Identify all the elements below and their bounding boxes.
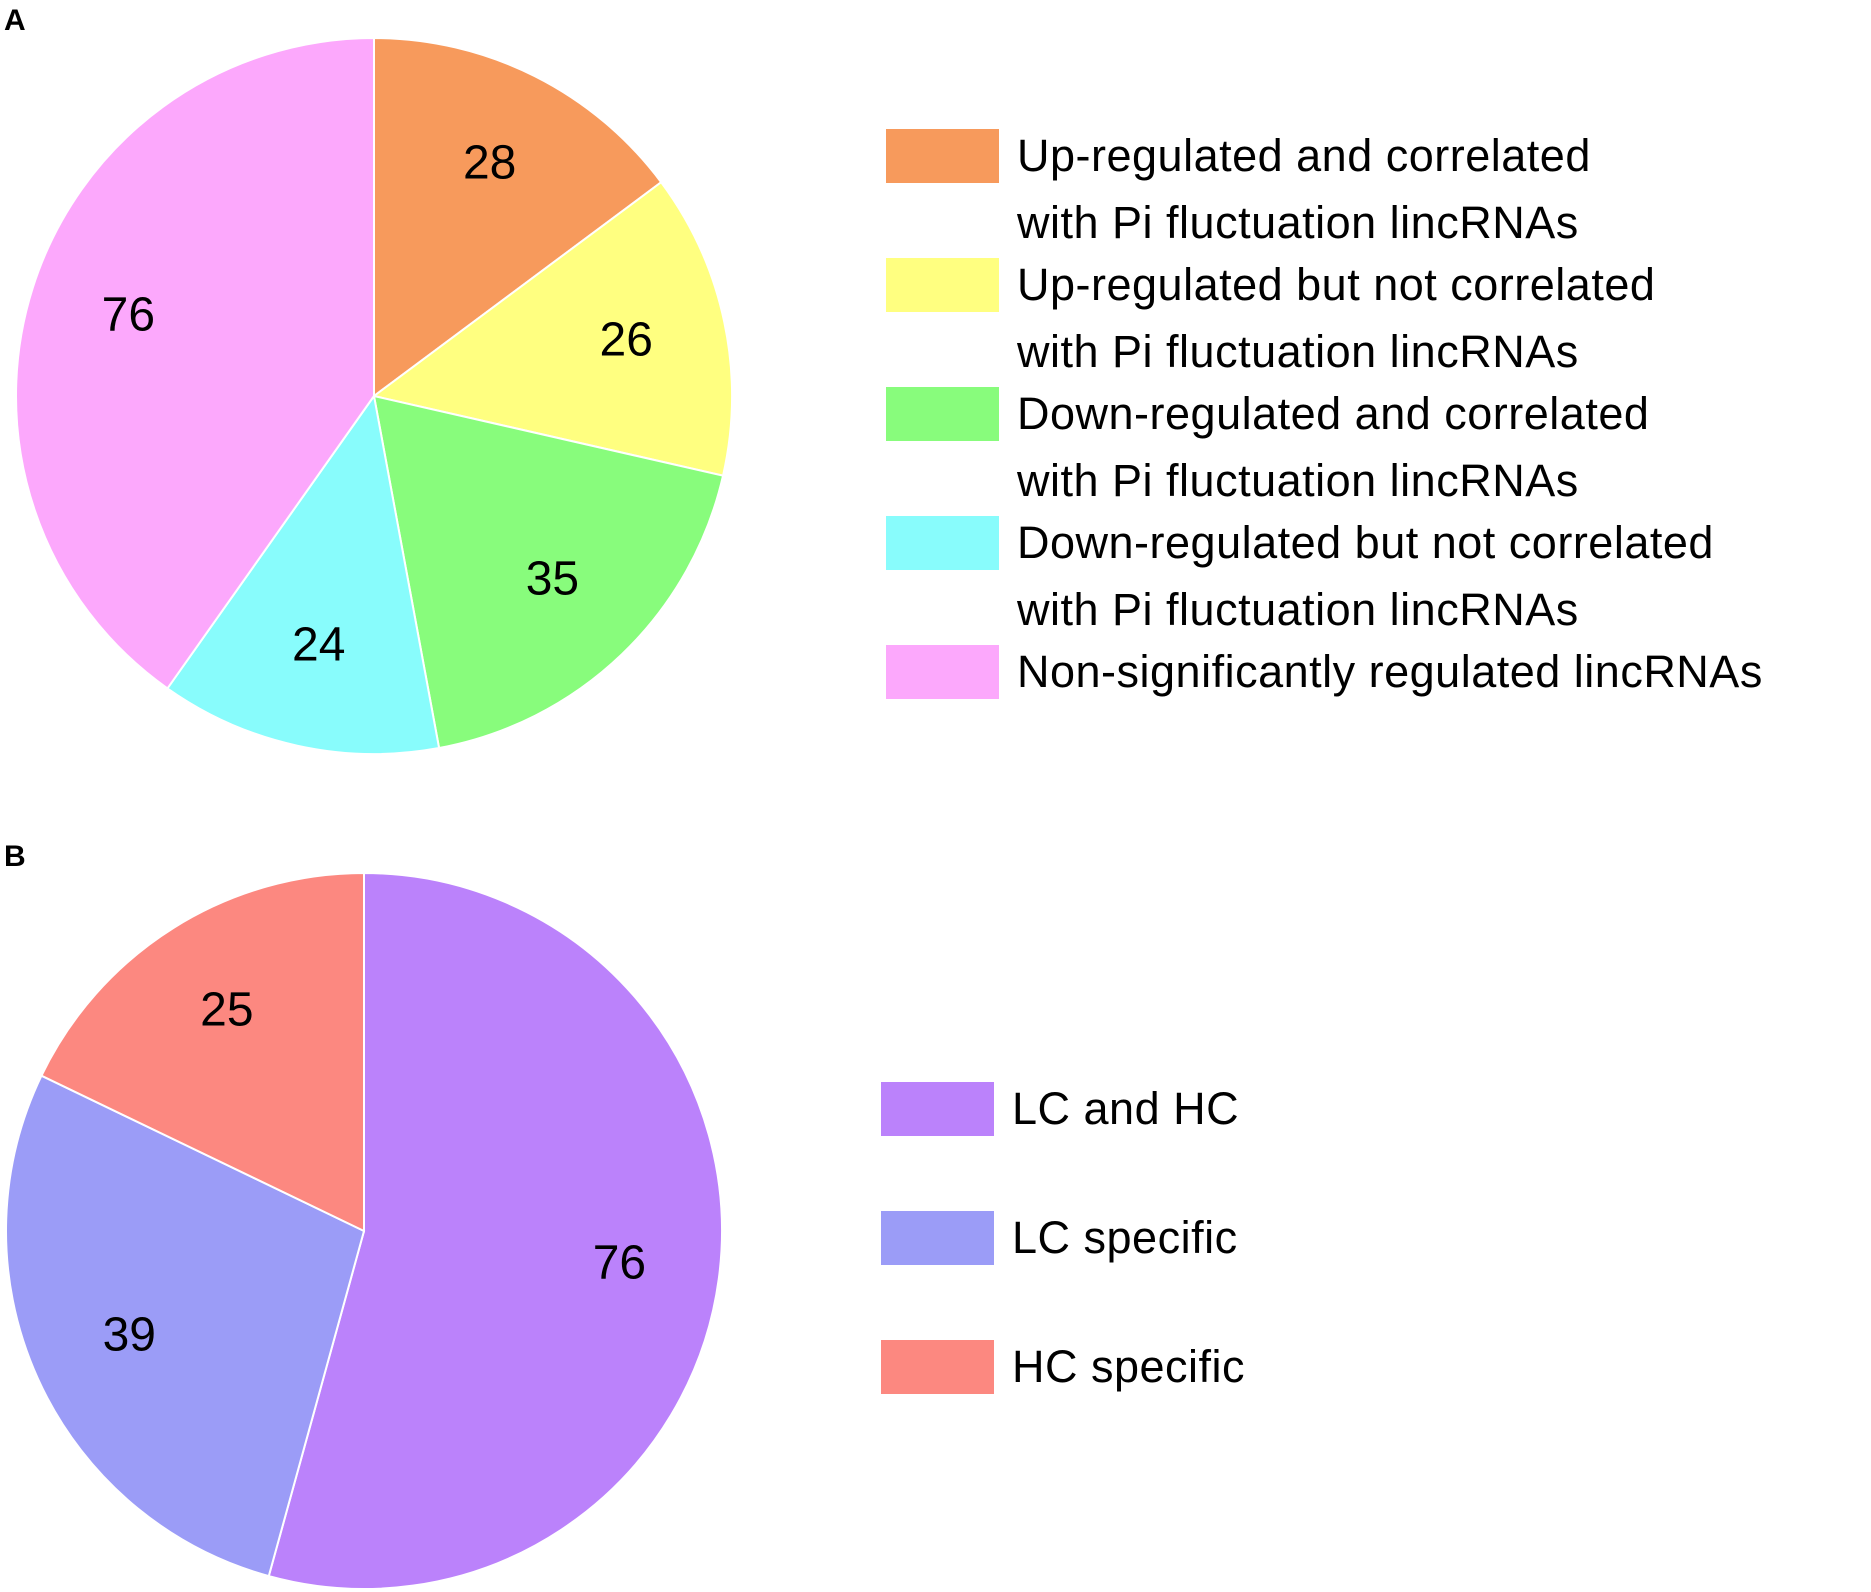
slice-label: 25 xyxy=(200,983,253,1036)
pie-slice xyxy=(166,393,441,755)
pie-slice xyxy=(372,394,725,750)
legend-swatch xyxy=(886,645,999,699)
legend-label: Down-regulated but not correlated with P… xyxy=(1017,517,1714,635)
legend-label: LC and HC xyxy=(1012,1083,1240,1134)
slice-label: 28 xyxy=(463,136,516,189)
slice-label: 35 xyxy=(526,553,579,606)
slice-label: 76 xyxy=(102,289,155,342)
slice-label: 26 xyxy=(600,313,653,366)
slice-label: 76 xyxy=(593,1236,646,1289)
legend-swatch xyxy=(881,1211,994,1265)
legend-swatch xyxy=(886,129,999,183)
legend-swatch xyxy=(886,387,999,441)
legend-label: Up-regulated but not correlated with Pi … xyxy=(1017,259,1656,377)
legend-label: LC specific xyxy=(1012,1212,1238,1263)
legend-swatch xyxy=(886,258,999,312)
pie-slice xyxy=(373,36,663,398)
legend-swatch xyxy=(881,1082,994,1136)
pie-slice xyxy=(267,871,723,1590)
pie-slice xyxy=(371,180,733,477)
pie-slice xyxy=(5,1074,366,1578)
slice-label: 24 xyxy=(292,618,345,671)
legend-label: HC specific xyxy=(1012,1341,1246,1392)
panel-label: B xyxy=(4,840,26,873)
pie-slice xyxy=(40,871,365,1233)
legend-label: Down-regulated and correlated with Pi fl… xyxy=(1017,388,1650,506)
slice-label: 39 xyxy=(103,1308,156,1361)
legend-label: Up-regulated and correlated with Pi fluc… xyxy=(1017,130,1591,248)
legend-label: Non-significantly regulated lincRNAs xyxy=(1017,646,1763,697)
legend-swatch xyxy=(886,516,999,570)
panel-label: A xyxy=(4,4,26,37)
pie-slice xyxy=(15,36,375,690)
legend-swatch xyxy=(881,1340,994,1394)
